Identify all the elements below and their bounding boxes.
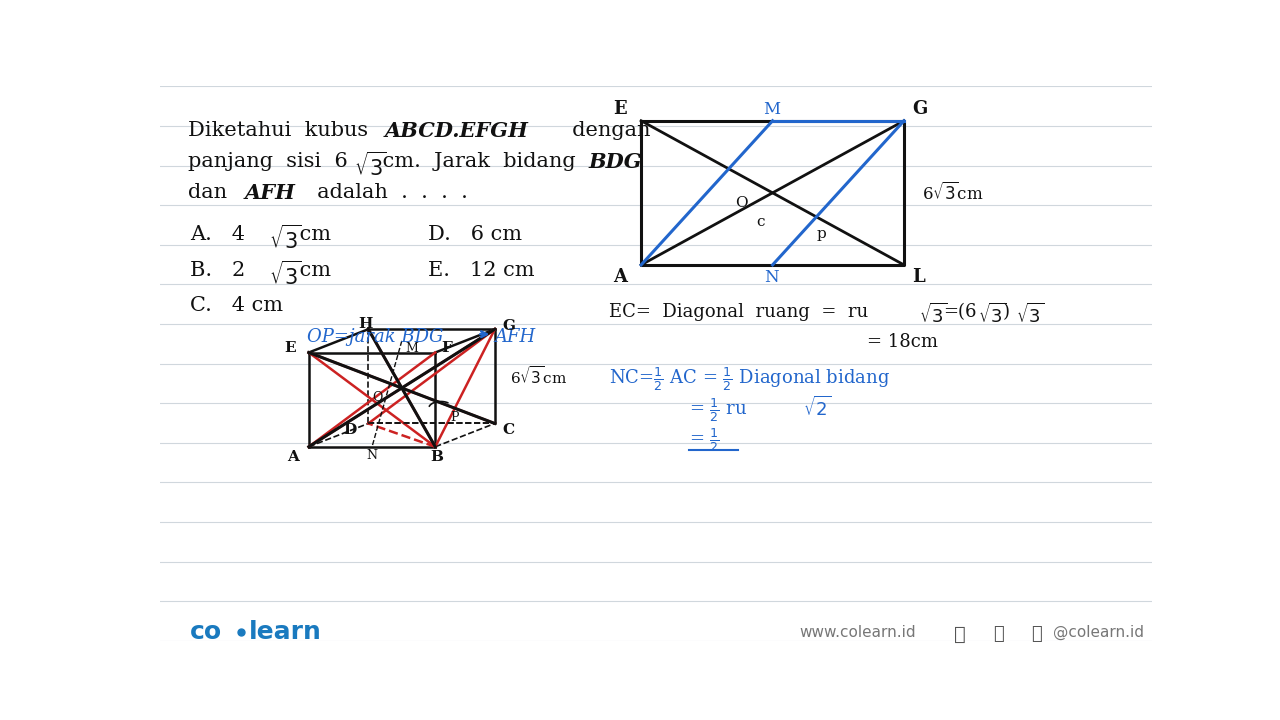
Text: cm: cm (293, 225, 332, 244)
Text: panjang  sisi  6: panjang sisi 6 (188, 152, 348, 171)
Text: ): ) (1002, 302, 1009, 320)
Text: dengan: dengan (559, 121, 650, 140)
Text: C.   4 cm: C. 4 cm (189, 296, 283, 315)
Text: D: D (343, 423, 357, 438)
Text: = 18cm: = 18cm (868, 333, 938, 351)
Text: $\sqrt{3}$: $\sqrt{3}$ (1016, 302, 1044, 327)
Text: N: N (366, 449, 378, 462)
Text: ABCD.EFGH: ABCD.EFGH (384, 121, 529, 141)
Text: E: E (284, 341, 296, 356)
Text: H: H (358, 317, 372, 331)
Text: O: O (735, 196, 748, 210)
Text: learn: learn (250, 620, 323, 644)
Text: C: C (503, 423, 515, 438)
Text: = $\frac{1}{2}$ ru: = $\frac{1}{2}$ ru (689, 396, 748, 423)
Text: $\sqrt{3}$: $\sqrt{3}$ (355, 152, 388, 180)
Text: c: c (756, 215, 765, 229)
Text: A.   4: A. 4 (189, 225, 244, 244)
Text: www.colearn.id: www.colearn.id (800, 625, 916, 640)
Text: F: F (442, 341, 452, 356)
Text: AFH: AFH (244, 183, 296, 203)
Text: cm.  Jarak  bidang: cm. Jarak bidang (376, 152, 589, 171)
Text: $\sqrt{3}$: $\sqrt{3}$ (269, 261, 302, 289)
Text: co: co (189, 620, 221, 644)
Text: BDG: BDG (589, 152, 643, 172)
Text: @colearn.id: @colearn.id (1053, 625, 1144, 641)
Text: A: A (287, 449, 298, 464)
Text: 6$\sqrt{3}$cm: 6$\sqrt{3}$cm (922, 182, 983, 204)
Text: G: G (503, 319, 516, 333)
Text: dan: dan (188, 183, 241, 202)
Text: adalah  .  .  .  .: adalah . . . . (303, 183, 467, 202)
Text: p: p (817, 228, 826, 241)
Text: $\sqrt{2}$: $\sqrt{2}$ (803, 396, 831, 420)
Text: EC=  Diagonal  ruang  =  ru: EC= Diagonal ruang = ru (609, 302, 869, 320)
Text: B.   2: B. 2 (189, 261, 244, 280)
Text: N: N (764, 269, 780, 287)
Text: AFH: AFH (494, 328, 535, 346)
Text: cm: cm (293, 261, 332, 280)
Text: :  (993, 625, 1004, 643)
Text: P: P (451, 411, 460, 424)
Text: $\sqrt{3}$: $\sqrt{3}$ (978, 302, 1007, 327)
Text: G: G (911, 100, 927, 118)
Text: L: L (911, 268, 924, 286)
Text: E: E (613, 100, 627, 118)
Text: E.   12 cm: E. 12 cm (428, 261, 535, 280)
Text: OP=jarak BDG: OP=jarak BDG (307, 328, 443, 346)
Text: :  (1030, 625, 1042, 643)
Text: M: M (406, 342, 419, 355)
Text: NC=$\frac{1}{2}$ AC = $\frac{1}{2}$ Diagonal bidang: NC=$\frac{1}{2}$ AC = $\frac{1}{2}$ Diag… (609, 365, 891, 392)
Text: D.   6 cm: D. 6 cm (428, 225, 522, 244)
Text: O: O (372, 391, 383, 404)
Text: = $\frac{1}{2}$: = $\frac{1}{2}$ (689, 426, 719, 454)
Text: B: B (430, 449, 443, 464)
Text: M: M (763, 102, 780, 118)
Text: A: A (613, 268, 627, 286)
Text: $\sqrt{3}$: $\sqrt{3}$ (919, 302, 947, 327)
Text: 6$\sqrt{3}$cm: 6$\sqrt{3}$cm (509, 365, 567, 387)
Text: Diketahui  kubus: Diketahui kubus (188, 121, 381, 140)
Text: =(6: =(6 (942, 302, 977, 320)
Text: :  (954, 625, 965, 644)
Text: $\sqrt{3}$: $\sqrt{3}$ (269, 225, 302, 253)
